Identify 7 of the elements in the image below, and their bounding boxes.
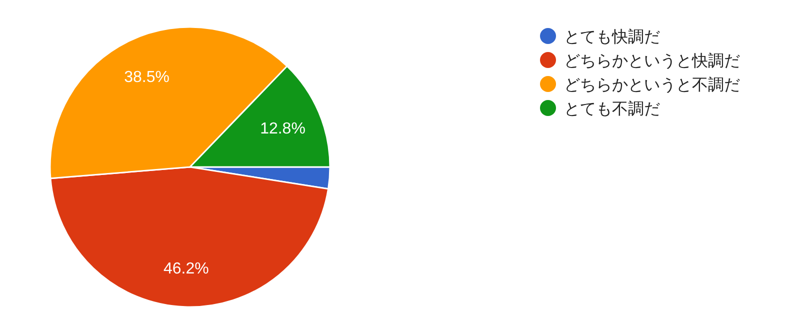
data-label: 46.2%	[164, 260, 209, 278]
legend-label: とても不調だ	[564, 100, 660, 118]
legend-label: どちらかというと快調だ	[564, 52, 740, 70]
data-label: 38.5%	[124, 68, 170, 86]
legend-label: とても快調だ	[564, 28, 660, 46]
data-label: 12.8%	[260, 120, 306, 138]
legend-label: どちらかというと不調だ	[564, 76, 740, 94]
